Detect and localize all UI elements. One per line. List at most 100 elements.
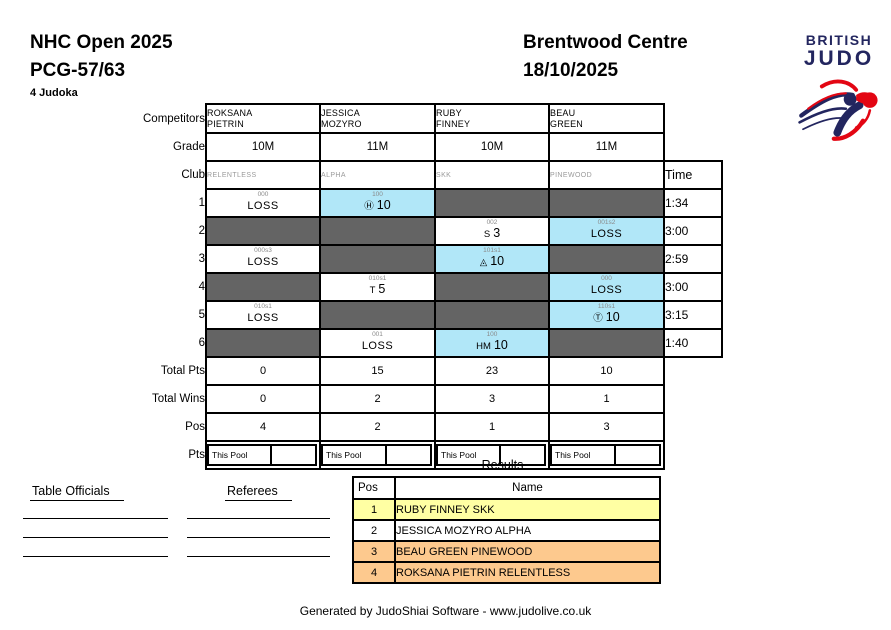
match-cell (205, 216, 321, 246)
footer-credit: Generated by JudoShiai Software - www.ju… (299, 604, 592, 618)
match-row: 3 000s3 LOSS 101s1 ◬ 10 2:59 (140, 244, 723, 274)
grade-value: 11M (548, 132, 665, 162)
technique-symbol: S (483, 229, 491, 240)
match-cell: 110s1 Ⓣ 10 (548, 300, 665, 330)
page-title: NHC Open 2025 (30, 32, 173, 53)
result-pos: 2 (352, 519, 396, 542)
pts-blank-box (269, 444, 317, 466)
match-cell: 002 S 3 (434, 216, 550, 246)
judoka-count: 4 Judoka (30, 87, 78, 99)
technique-symbol: ◬ (479, 257, 488, 268)
technique-symbol: Ⓣ (593, 313, 603, 324)
total-wins-label: Total Wins (151, 393, 205, 405)
referees-heading: Referees (225, 484, 292, 501)
technique-symbol: T (369, 285, 376, 296)
results-table: Pos Name 1 RUBY FINNEY SKK 2 JESSICA MOZYRO… (352, 476, 661, 584)
result-name: RUBY FINNEY SKK (394, 498, 661, 521)
table-officials-signature-lines (23, 500, 168, 557)
signature-line (187, 538, 330, 557)
total-pts-label: Total Pts (160, 365, 205, 377)
score-code: 100 (372, 191, 383, 198)
signature-line (187, 500, 330, 519)
score-code: 001 (372, 331, 383, 338)
match-cell: 010s1 LOSS (205, 300, 321, 330)
signature-line (23, 519, 168, 538)
score-value: LOSS (590, 228, 623, 240)
total-wins-value: 0 (205, 384, 321, 414)
round-number: 5 (198, 309, 205, 321)
competitor-name: JESSICA MOZYRO (319, 103, 436, 134)
match-row: 5 010s1 LOSS 110s1 Ⓣ 10 3:15 (140, 300, 723, 330)
result-name: BEAU GREEN PINEWOOD (394, 540, 661, 563)
technique-symbol: Ⓗ (364, 201, 374, 212)
competitor-name: BEAU GREEN (548, 103, 665, 134)
match-cell (205, 328, 321, 358)
round-number: 2 (198, 225, 205, 237)
score-code: 000 (257, 191, 269, 198)
total-pts-row: Total Pts 0 15 23 10 (140, 356, 722, 386)
match-cell: 000 LOSS (548, 272, 665, 302)
competitors-label: Competitors (143, 112, 205, 125)
match-cell (548, 188, 665, 218)
grade-value: 11M (319, 132, 436, 162)
pts-cell: This Pool (434, 440, 550, 470)
pts-blank-box (613, 444, 661, 466)
result-pos: 1 (352, 498, 396, 521)
signature-line (23, 538, 168, 557)
total-pts-value: 15 (319, 356, 436, 386)
club-label: Club (181, 169, 205, 181)
club-value: SKK (434, 160, 550, 190)
results-header-pos: Pos (352, 476, 396, 500)
total-pts-value: 23 (434, 356, 550, 386)
competitor-last-name: MOZYRO (321, 118, 362, 129)
club-row: Club RELENTLESS ALPHA SKK PINEWOOD Time (140, 160, 723, 190)
round-number: 6 (198, 337, 205, 349)
score-value: LOSS (247, 312, 279, 324)
result-pos: 4 (352, 561, 396, 584)
match-row: 2 002 S 3 001s2 LOSS 3:00 (140, 216, 723, 246)
score-code: 010s1 (368, 275, 387, 282)
this-pool-box: This Pool (207, 444, 272, 466)
score-value: LOSS (590, 284, 623, 296)
club-value: RELENTLESS (205, 160, 321, 190)
score-value: Ⓗ 10 (364, 198, 391, 212)
score-code: 000s3 (254, 247, 272, 254)
logo-text-british: BRITISH (805, 32, 873, 48)
match-cell: 010s1 T 5 (319, 272, 436, 302)
grade-row: Grade 10M 11M 10M 11M (140, 132, 722, 162)
club-value: ALPHA (319, 160, 436, 190)
table-officials-heading: Table Officials (30, 484, 124, 501)
date-label: 18/10/2025 (523, 60, 619, 81)
score-value: LOSS (361, 340, 394, 352)
total-wins-value: 3 (434, 384, 550, 414)
match-cell: 001s2 LOSS (548, 216, 665, 246)
pts-cell: This Pool (319, 440, 436, 470)
competitor-first-name: JESSICA (321, 107, 360, 118)
match-cell: 100 HM 10 (434, 328, 550, 358)
signature-line (23, 500, 168, 519)
match-cell: 100 Ⓗ 10 (319, 188, 436, 218)
category-label: PCG-57/63 (30, 60, 126, 81)
competitor-last-name: PIETRIN (207, 118, 244, 129)
pts-label: Pts (188, 449, 205, 461)
total-wins-row: Total Wins 0 2 3 1 (140, 384, 722, 414)
results-row: 4 ROKSANA PIETRIN RELENTLESS (352, 561, 661, 584)
score-value: HM 10 (476, 338, 508, 352)
referees-signature-lines (187, 500, 330, 557)
score-code: 001s2 (597, 219, 616, 226)
british-judo-logo: BRITISH JUDO (793, 33, 885, 148)
round-number: 1 (198, 197, 205, 209)
match-time: 3:00 (663, 272, 723, 302)
match-cell (434, 272, 550, 302)
match-row: 6 001 LOSS 100 HM 10 1:40 (140, 328, 723, 358)
results-row: 2 JESSICA MOZYRO ALPHA (352, 519, 661, 542)
match-time: 3:00 (663, 216, 723, 246)
competitors-row: Competitors ROKSANA PIETRIN JESSICA MOZYRO RU… (140, 103, 722, 134)
competitor-first-name: ROKSANA (207, 107, 253, 118)
results-header-row: Pos Name (352, 476, 661, 500)
match-time: 1:34 (663, 188, 723, 218)
position-value: 2 (319, 412, 436, 442)
grade-value: 10M (434, 132, 550, 162)
pts-row: Pts This Pool This Pool This Pool This Pool (140, 440, 722, 470)
